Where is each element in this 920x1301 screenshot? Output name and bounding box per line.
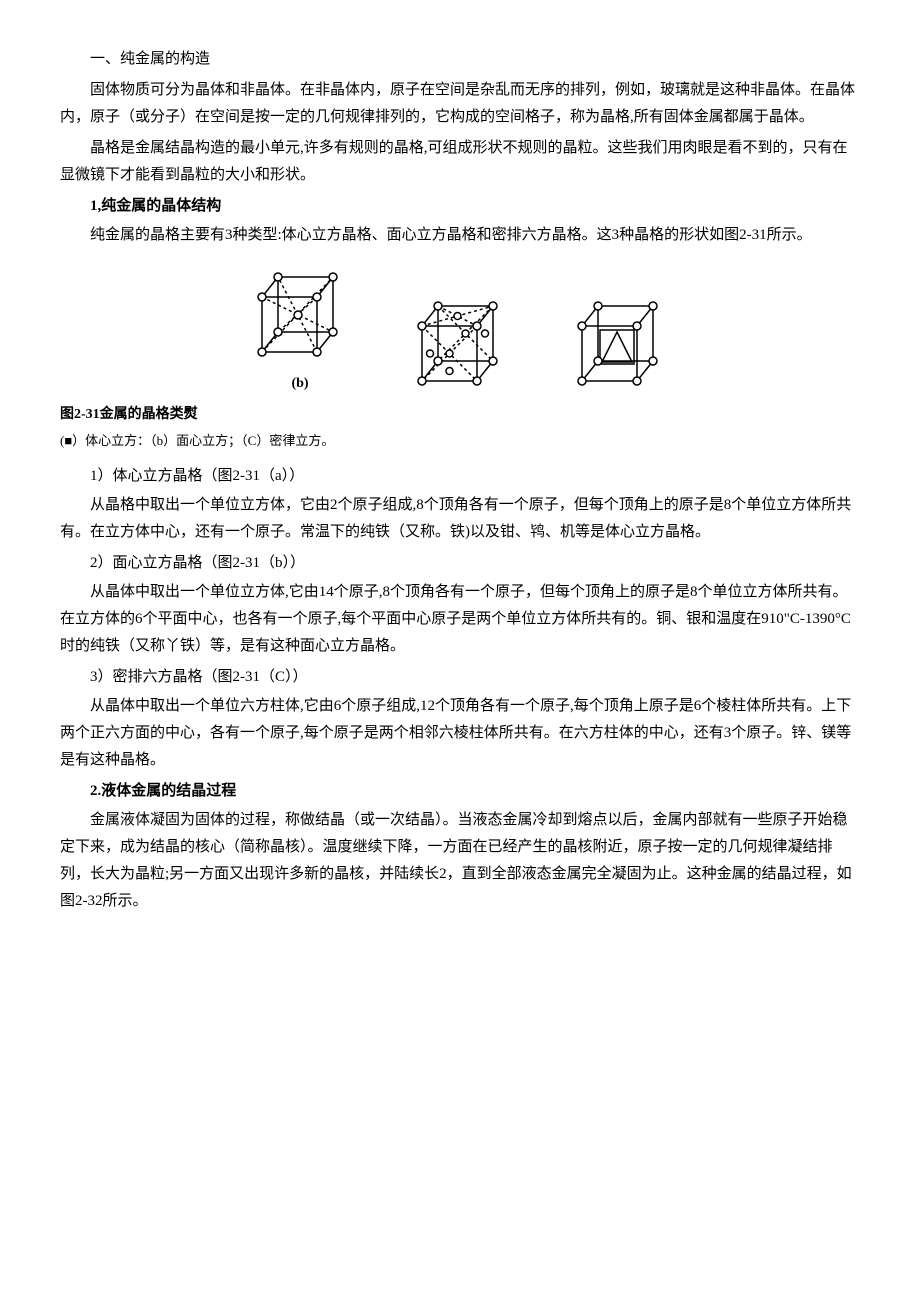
item1-para: 从晶格中取出一个单位立方体，它由2个原子组成,8个顶角各有一个原子，但每个顶角上… xyxy=(60,492,860,546)
sub2-para: 金属液体凝固为固体的过程，称做结晶（或一次结晶）。当液态金属冷却到熔点以后，金属… xyxy=(60,807,860,915)
item3-title: 3）密排六方晶格（图2-31（C）） xyxy=(60,664,860,691)
sub1-para: 纯金属的晶格主要有3种类型:体心立方晶格、面心立方晶格和密排六方晶格。这3种晶格… xyxy=(60,222,860,249)
section-title: 一、纯金属的构造 xyxy=(60,46,860,73)
item2-para: 从晶体中取出一个单位立方体,它由14个原子,8个顶角各有一个原子，但每个顶角上的… xyxy=(60,579,860,660)
sub1-title: 1,纯金属的晶体结构 xyxy=(60,193,860,220)
figure-2-31: (b) xyxy=(60,267,860,396)
fig-sub-b: (b) xyxy=(250,371,350,396)
bcc-icon xyxy=(250,267,350,367)
fig231-caption: 图2-31金属的晶格类熨 xyxy=(60,402,860,427)
para-intro-1: 固体物质可分为晶体和非晶体。在非晶体内，原子在空间是杂乱而无序的排列，例如，玻璃… xyxy=(60,77,860,131)
lattice-fcc xyxy=(410,296,510,396)
item1-title: 1）体心立方晶格（图2-31（a）） xyxy=(60,463,860,490)
fig231-legend: (■）体心立方：（b）面心立方；（C）密律立方。 xyxy=(60,429,860,452)
hcp-icon xyxy=(570,296,670,396)
item3-para: 从晶体中取出一个单位六方柱体,它由6个原子组成,12个顶角各有一个原子,每个顶角… xyxy=(60,693,860,774)
para-intro-2: 晶格是金属结晶构造的最小单元,许多有规则的晶格,可组成形状不规则的晶粒。这些我们… xyxy=(60,135,860,189)
item2-title: 2）面心立方晶格（图2-31（b）） xyxy=(60,550,860,577)
lattice-hcp xyxy=(570,296,670,396)
sub2-title: 2.液体金属的结晶过程 xyxy=(60,778,860,805)
lattice-bcc: (b) xyxy=(250,267,350,396)
fcc-icon xyxy=(410,296,510,396)
